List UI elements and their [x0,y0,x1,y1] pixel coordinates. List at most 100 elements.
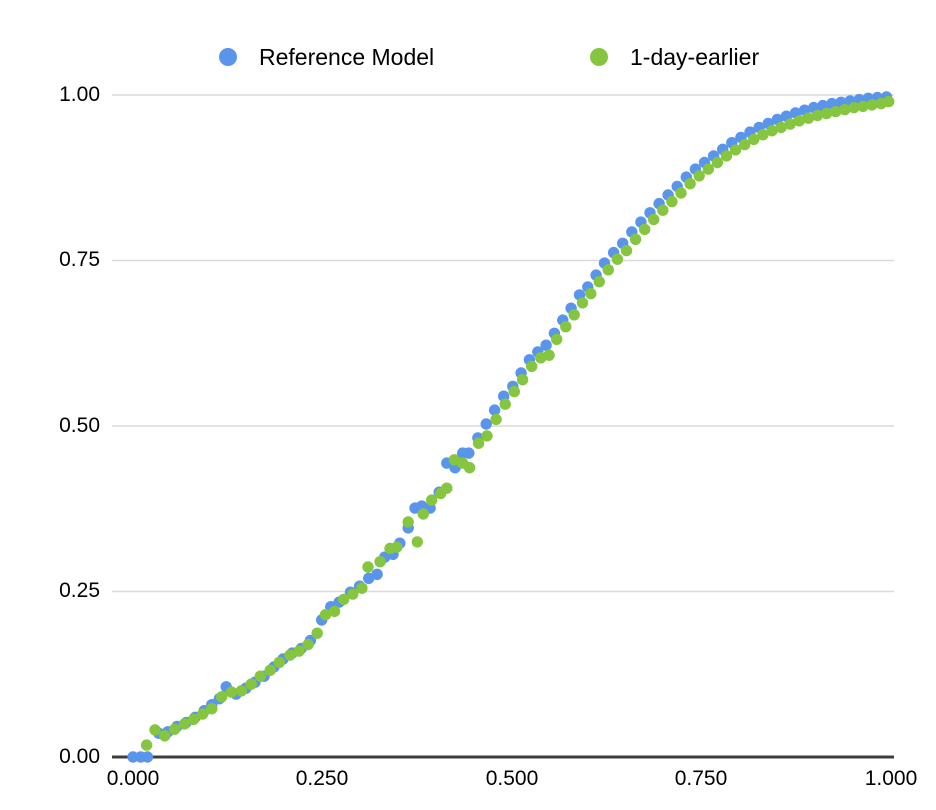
point-1-day-earlier [839,103,851,116]
point-1-day-earlier [264,664,276,676]
point-1-day-earlier [684,178,696,190]
point-1-day-earlier [639,223,651,236]
point-1-day-earlier [328,605,341,618]
x-tick-0.000: 0.000 [106,767,160,790]
point-1-day-earlier [848,101,860,114]
point-1-day-earlier [857,100,869,113]
point-1-day-earlier [347,588,359,600]
point-1-day-earlier [508,385,520,398]
legend-label-reference-model: Reference Model [259,43,435,70]
point-1-day-earlier [391,541,403,553]
point-1-day-earlier [356,582,368,594]
point-1-day-earlier [159,730,171,742]
point-1-day-earlier [729,144,742,156]
point-1-day-earlier [254,670,266,682]
legend-item-1-day-earlier[interactable]: 1-day-earlier [590,44,759,70]
y-tick-0.50: 0.50 [59,414,100,437]
point-1-day-earlier [720,150,733,162]
point-1-day-earlier [245,678,257,690]
point-1-day-earlier [593,276,605,288]
point-1-day-earlier [490,413,502,426]
point-1-day-earlier [402,516,414,528]
point-1-day-earlier [499,398,511,410]
point-1-day-earlier [411,536,423,548]
point-1-day-earlier [374,556,386,568]
point-1-day-earlier [362,561,374,573]
point-1-day-earlier [793,115,805,127]
data-points-group [127,91,895,763]
point-1-day-earlier [178,718,191,730]
point-1-day-earlier [602,264,614,276]
x-tick-0.500: 0.500 [485,767,539,790]
point-1-day-earlier [187,713,200,725]
legend-dot-reference-model-icon [219,48,237,66]
point-1-day-earlier [702,163,714,175]
point-1-day-earlier [225,686,238,698]
point-1-day-earlier [711,156,724,169]
point-1-day-earlier [866,99,878,111]
point-1-day-earlier [576,297,589,309]
point-1-day-earlier [611,253,624,265]
point-1-day-earlier [543,349,555,361]
point-1-day-earlier [216,691,228,703]
point-1-day-earlier [426,494,438,506]
point-1-day-earlier [149,724,161,736]
point-1-day-earlier [169,723,181,735]
point-1-day-earlier [235,685,248,697]
point-reference-model [463,447,475,459]
point-1-day-earlier [811,109,824,122]
point-1-day-earlier [472,437,485,449]
point-1-day-earlier [675,187,687,199]
y-tick-1.00: 1.00 [59,83,100,106]
point-1-day-earlier [481,430,493,442]
point-1-day-earlier [585,287,597,300]
y-tick-0.75: 0.75 [59,248,100,271]
point-1-day-earlier [338,593,350,606]
point-1-day-earlier [802,112,815,124]
point-1-day-earlier [516,374,529,386]
point-1-day-earlier [693,170,705,182]
x-tick-0.250: 0.250 [295,767,349,790]
legend-dot-1-day-earlier-icon [590,48,608,66]
point-1-day-earlier [293,645,305,657]
point-1-day-earlier [748,133,760,146]
point-1-day-earlier [757,129,769,141]
legend-label-1-day-earlier: 1-day-earlier [630,43,760,70]
point-1-day-earlier [568,309,580,321]
point-1-day-earlier [526,360,538,373]
point-1-day-earlier [883,95,895,108]
point-1-day-earlier [284,649,296,661]
x-tick-1.000: 1.000 [864,767,918,790]
point-1-day-earlier [206,703,218,715]
point-1-day-earlier [197,708,209,720]
point-1-day-earlier [463,462,476,474]
point-1-day-earlier [441,482,453,494]
point-1-day-earlier [666,195,678,208]
point-1-day-earlier [739,138,751,151]
point-1-day-earlier [784,118,796,130]
point-1-day-earlier [311,627,323,639]
point-1-day-earlier [560,321,572,333]
point-1-day-earlier [820,107,833,120]
point-1-day-earlier [273,656,285,668]
point-reference-model [141,751,154,763]
point-1-day-earlier [140,739,153,751]
y-tick-0.25: 0.25 [59,579,100,602]
point-1-day-earlier [830,105,842,118]
legend-item-reference-model[interactable]: Reference Model [219,44,434,70]
point-1-day-earlier [766,125,778,137]
point-1-day-earlier [657,204,669,216]
x-tick-0.750: 0.750 [674,767,728,790]
point-reference-model [488,404,501,416]
point-1-day-earlier [302,638,314,651]
point-reference-model [371,568,383,580]
point-reference-model [480,418,492,430]
point-1-day-earlier [648,213,660,226]
point-1-day-earlier [620,244,633,257]
point-1-day-earlier [551,333,563,345]
point-1-day-earlier [775,121,787,134]
point-1-day-earlier [417,508,429,520]
point-1-day-earlier [319,609,332,621]
